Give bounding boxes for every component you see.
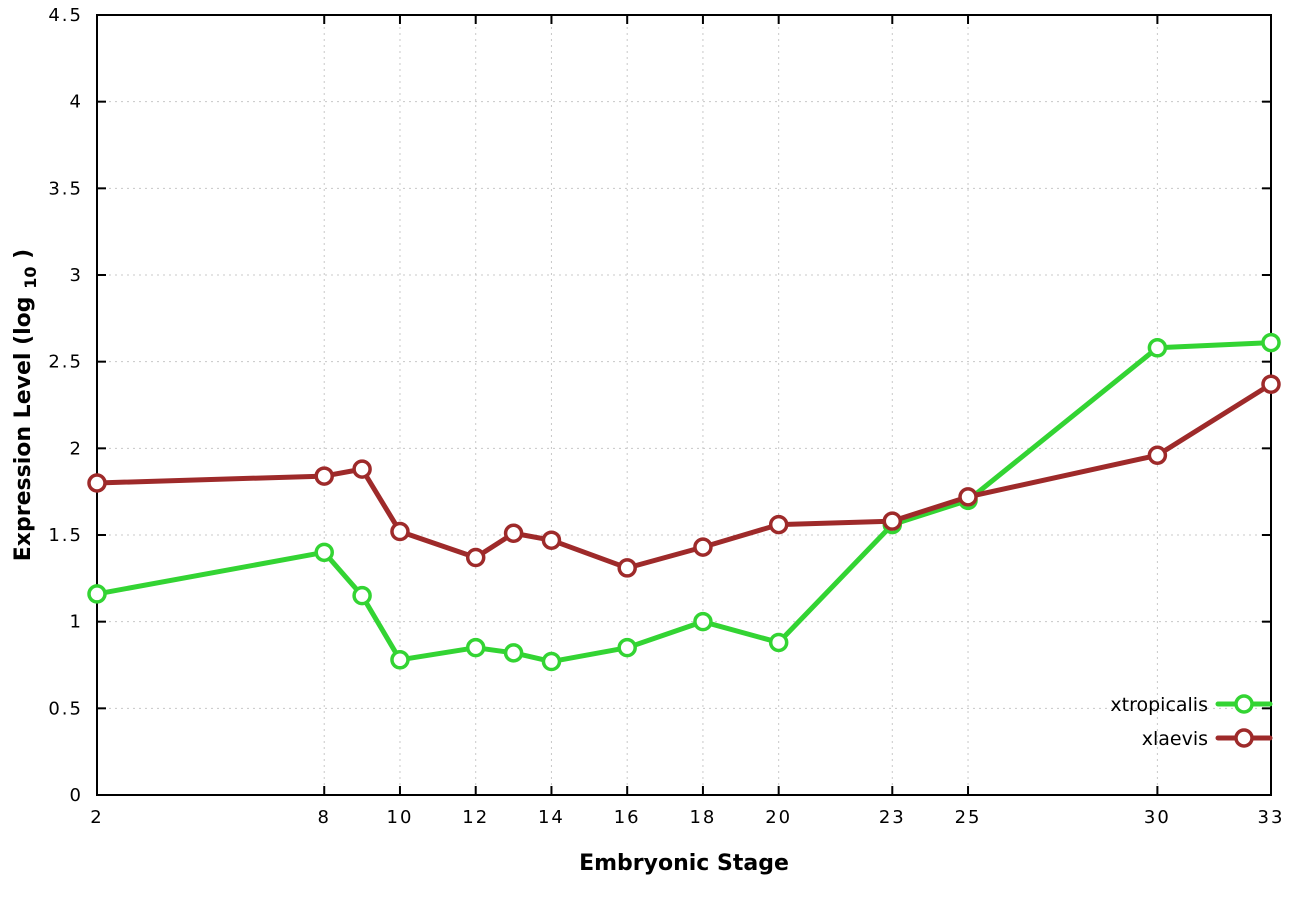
- data-point-xlaevis: [768, 514, 789, 535]
- x-tick-label: 2: [90, 807, 103, 828]
- legend-label-xtropicalis: xtropicalis: [1110, 694, 1208, 716]
- y-axis-title-prefix: Expression Level (log: [11, 296, 36, 561]
- data-point-xtropicalis: [314, 542, 334, 563]
- data-point-xtropicalis: [541, 651, 562, 672]
- data-point-xlaevis: [465, 547, 486, 568]
- data-point-xtropicalis: [352, 585, 372, 606]
- data-point-xlaevis: [390, 521, 410, 542]
- x-tick-label: 18: [689, 807, 716, 828]
- y-tick-label: 4: [70, 92, 83, 113]
- y-tick-label: 3.5: [48, 178, 83, 199]
- data-point-xtropicalis: [617, 637, 637, 658]
- data-point-xtropicalis: [87, 584, 107, 604]
- legend-marker-sample: [1234, 694, 1254, 714]
- axis-tick-labels: 2 8 10 12 14 16 18 20 23 25 30 33 0 0.5 1 1.5 2 2.5 3 3.5 4 4…: [48, 5, 1285, 828]
- x-tick-label: 33: [1258, 807, 1285, 828]
- series-line-xlaevis: [94, 381, 1274, 571]
- data-point-xlaevis: [882, 511, 903, 531]
- data-point-xlaevis: [352, 459, 372, 479]
- data-point-xlaevis: [503, 523, 524, 544]
- y-tick-label: 1.5: [48, 525, 83, 546]
- plot-frame: [96, 14, 1272, 796]
- x-tick-label: 23: [879, 807, 906, 828]
- y-tick-label: 0.5: [48, 698, 83, 719]
- data-point-xlaevis: [314, 466, 334, 486]
- data-point-xtropicalis: [693, 611, 713, 632]
- y-tick-label: 2: [70, 438, 83, 459]
- y-tick-label: 1: [70, 612, 83, 633]
- data-point-xtropicalis: [390, 650, 410, 670]
- plot-border: [96, 14, 1272, 796]
- data-point-xlaevis: [1147, 445, 1168, 466]
- x-tick-label: 10: [387, 807, 414, 828]
- data-point-xtropicalis: [768, 632, 789, 653]
- legend: xtropicalis xlaevis: [1110, 694, 1273, 750]
- legend-label-xlaevis: xlaevis: [1142, 728, 1208, 750]
- y-tick-label: 3: [70, 265, 83, 286]
- x-tick-label: 12: [462, 807, 489, 828]
- y-axis-title: Expression Level (log 10 ): [11, 249, 42, 561]
- data-point-xlaevis: [1261, 374, 1281, 394]
- data-point-xtropicalis: [465, 637, 486, 658]
- x-tick-label: 30: [1144, 807, 1171, 828]
- x-axis-title: Embryonic Stage: [579, 851, 789, 876]
- data-point-xlaevis: [541, 530, 562, 550]
- x-tick-label: 14: [538, 807, 565, 828]
- data-series: [87, 332, 1281, 672]
- x-tick-label: 8: [317, 807, 330, 828]
- x-tick-label: 25: [955, 807, 982, 828]
- data-point-xlaevis: [87, 473, 107, 493]
- data-point-xlaevis: [693, 537, 713, 557]
- y-axis-title-sub: 10: [21, 267, 40, 289]
- data-point-xtropicalis: [1147, 338, 1168, 358]
- y-tick-label: 4.5: [48, 5, 83, 26]
- grid: [96, 14, 1272, 796]
- data-point-xtropicalis: [503, 643, 524, 663]
- data-point-xlaevis: [958, 487, 978, 507]
- data-point-xtropicalis: [1261, 332, 1281, 353]
- axis-ticks: [96, 14, 1272, 796]
- legend-marker-sample: [1234, 728, 1254, 748]
- y-tick-label: 2.5: [48, 352, 83, 373]
- y-tick-label: 0: [70, 785, 83, 806]
- y-axis-title-suffix: ): [11, 249, 36, 259]
- data-point-xlaevis: [617, 558, 637, 578]
- x-tick-label: 16: [614, 807, 641, 828]
- x-tick-label: 20: [765, 807, 792, 828]
- series-line-xtropicalis: [94, 340, 1274, 665]
